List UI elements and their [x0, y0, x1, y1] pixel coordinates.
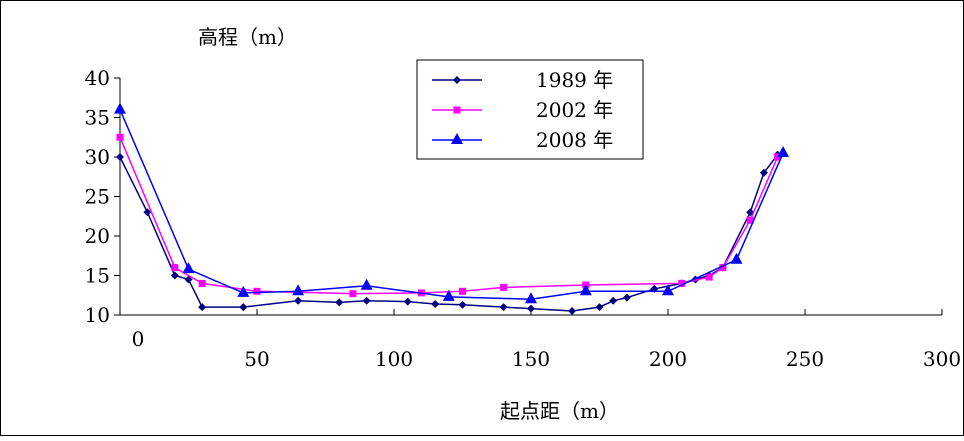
series-layer: [114, 102, 790, 316]
series-0-point-17: [622, 293, 631, 302]
legend-label-1: 2002 年: [536, 98, 613, 122]
x-tick-label-1: 50: [244, 347, 269, 371]
x-tick-label-4: 200: [649, 347, 687, 371]
series-0-point-7: [335, 298, 344, 307]
series-0-point-12: [499, 303, 508, 312]
series-0-point-5: [239, 303, 248, 312]
x-tick-label-2: 100: [375, 347, 413, 371]
series-2-point-6: [525, 292, 537, 304]
y-tick-label-0: 10: [85, 303, 110, 327]
series-2-point-0: [114, 102, 126, 114]
series-2-point-4: [360, 278, 373, 290]
x-tick-label-5: 250: [786, 347, 824, 371]
series-0-point-10: [431, 299, 440, 308]
series-2-point-10: [777, 146, 790, 158]
legend-marker-0: [453, 76, 461, 84]
legend-label-2: 2008 年: [536, 128, 613, 152]
series-0-point-15: [595, 303, 604, 312]
series-0-point-8: [362, 296, 371, 305]
series-2-point-5: [442, 289, 455, 301]
legend-label-0: 1989 年: [536, 68, 613, 92]
y-tick-label-4: 30: [85, 145, 110, 169]
y-tick-label-6: 40: [85, 66, 110, 90]
series-1-point-10: [705, 273, 713, 281]
x-tick-label-6: 300: [923, 347, 961, 371]
y-tick-label-2: 20: [85, 224, 110, 248]
series-1-point-9: [678, 279, 686, 287]
series-0-point-4: [198, 303, 207, 312]
series-0-point-11: [458, 300, 467, 309]
series-2-point-9: [730, 252, 743, 264]
series-0-point-2: [170, 271, 179, 280]
series-1-point-1: [171, 264, 179, 272]
series-1-point-4: [349, 290, 357, 298]
series-0-point-16: [609, 296, 618, 305]
y-tick-label-1: 15: [85, 264, 110, 288]
series-0-point-24: [759, 168, 768, 177]
series-1-point-12: [746, 216, 754, 224]
legend: 1989 年 2002 年 2008 年: [416, 59, 644, 160]
series-1-point-3: [253, 287, 261, 295]
series-1-point-0: [116, 133, 124, 141]
series-2-point-7: [579, 284, 592, 296]
series-2-point-3: [292, 284, 305, 296]
series-1-point-7: [500, 283, 508, 291]
x-axis-title: 起点距（m）: [500, 399, 619, 423]
series-0-point-14: [568, 307, 577, 316]
x-tick-label-0: 0: [132, 327, 145, 351]
series-0-point-6: [294, 296, 303, 305]
series-0-point-1: [143, 208, 152, 217]
y-tick-label-5: 35: [85, 106, 110, 130]
y-axis-title: 高程（m）: [198, 25, 297, 49]
series-2-point-8: [662, 284, 674, 296]
x-tick-label-3: 150: [512, 347, 550, 371]
axes: 10 15 20 25 30 35 40 0 50 100 150 200 250 300: [85, 66, 962, 371]
y-tick-label-3: 25: [85, 185, 110, 209]
series-1-point-11: [719, 264, 727, 272]
series-2: [114, 102, 790, 304]
legend-marker-1: [453, 106, 461, 114]
series-0-point-9: [403, 297, 412, 306]
series-1-point-6: [459, 287, 466, 295]
series-2-point-2: [237, 285, 250, 297]
series-0-point-13: [527, 304, 535, 313]
series-0-point-0: [116, 153, 124, 161]
series-1-point-2: [198, 279, 206, 287]
series-2-point-1: [182, 262, 195, 274]
legend-marker-2: [451, 133, 463, 144]
